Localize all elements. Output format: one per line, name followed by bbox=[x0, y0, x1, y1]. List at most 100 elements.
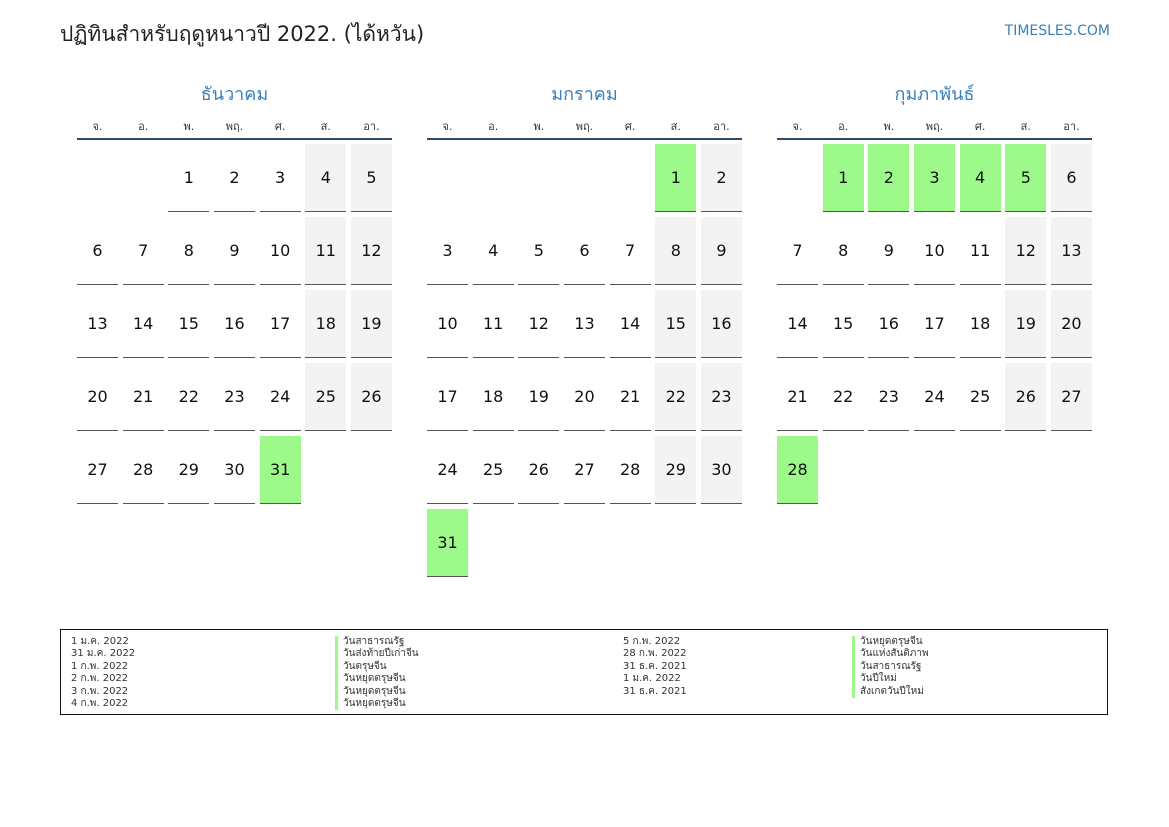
holiday-day-cell: 4 bbox=[959, 144, 1001, 212]
day-cell: 22 bbox=[822, 363, 864, 431]
day-cell: 19 bbox=[518, 363, 560, 431]
empty-day-cell bbox=[427, 144, 468, 212]
day-cell: 23 bbox=[213, 363, 255, 431]
days-grid: 1 2 3 4 5 6 7 8 9 10 11 12 13 14 15 16 17 18 19 20 21 22 23 24 2… bbox=[777, 144, 1092, 504]
day-cell: 3 bbox=[259, 144, 301, 212]
weekday-label: พ. bbox=[533, 120, 545, 133]
day-cell: 22 bbox=[168, 363, 210, 431]
day-cell: 14 bbox=[777, 290, 818, 358]
day-cell: 28 bbox=[609, 436, 651, 504]
legend-holiday-name: วันตรุษจีน bbox=[335, 660, 419, 674]
weekday-label: อา. bbox=[363, 120, 380, 133]
brand-link[interactable]: TIMESLES.COM bbox=[1004, 23, 1110, 39]
weekday-label: ศ. bbox=[974, 120, 986, 133]
day-cell: 20 bbox=[77, 363, 118, 431]
day-cell: 7 bbox=[122, 217, 164, 285]
empty-day-cell bbox=[77, 144, 118, 212]
day-cell: 26 bbox=[518, 436, 560, 504]
day-cell: 15 bbox=[822, 290, 864, 358]
holiday-legend: 1 ม.ค. 2022 31 ม.ค. 2022 1 ก.พ. 2022 2 ก.พ.… bbox=[60, 629, 1108, 715]
legend-holiday-name: วันหยุดตรุษจีน bbox=[335, 697, 419, 711]
legend-holiday-date: 2 ก.พ. 2022 bbox=[71, 673, 129, 685]
legend-holiday-name: วันหยุดตรุษจีน bbox=[852, 636, 929, 649]
legend-holiday-name: สังเกตวันปีใหม่ bbox=[852, 685, 929, 698]
day-cell: 9 bbox=[213, 217, 255, 285]
day-cell: 5 bbox=[350, 144, 392, 212]
weekday-label: พฤ. bbox=[575, 120, 594, 133]
month-december: ธันวาคม จ. อ. พ. พฤ. ศ. ส. อา. 1 2 3 4 5 6 7 8 9 10 11 12… bbox=[77, 82, 392, 504]
day-cell: 18 bbox=[305, 290, 347, 358]
legend-holiday-name: วันสาธารณรัฐ bbox=[852, 660, 929, 674]
legend-holiday-date: 31 ธ.ค. 2021 bbox=[623, 685, 687, 697]
weekday-header: จ. อ. พ. พฤ. ศ. ส. อา. bbox=[427, 116, 742, 140]
day-cell: 19 bbox=[350, 290, 392, 358]
day-cell: 15 bbox=[655, 290, 697, 358]
day-cell: 27 bbox=[563, 436, 605, 504]
legend-dates-col-2: 5 ก.พ. 2022 28 ก.พ. 2022 31 ธ.ค. 2021 1 ม.ค… bbox=[623, 636, 687, 698]
day-cell: 21 bbox=[122, 363, 164, 431]
legend-holiday-date: 1 ม.ค. 2022 bbox=[623, 673, 681, 685]
day-cell: 28 bbox=[122, 436, 164, 504]
day-cell: 27 bbox=[77, 436, 118, 504]
empty-day-cell bbox=[564, 144, 605, 212]
legend-names-col-2: วันหยุดตรุษจีน วันแห่งสันติภาพ วันสาธารณรั… bbox=[852, 636, 929, 698]
day-cell: 25 bbox=[959, 363, 1001, 431]
day-cell: 7 bbox=[777, 217, 818, 285]
legend-holiday-date: 31 ม.ค. 2022 bbox=[71, 648, 136, 660]
legend-names-col-1: วันสาธารณรัฐ วันส่งท้ายปีเก่าจีน วันตรุษจี… bbox=[335, 636, 419, 711]
holiday-day-cell: 1 bbox=[822, 144, 864, 212]
day-cell: 18 bbox=[472, 363, 514, 431]
empty-day-cell bbox=[473, 144, 514, 212]
day-cell: 10 bbox=[259, 217, 301, 285]
day-cell: 2 bbox=[213, 144, 255, 212]
month-title: ธันวาคม bbox=[200, 84, 269, 105]
legend-holiday-date: 1 ก.พ. 2022 bbox=[71, 660, 129, 672]
day-cell: 8 bbox=[655, 217, 697, 285]
day-cell: 20 bbox=[563, 363, 605, 431]
day-cell: 29 bbox=[168, 436, 210, 504]
day-cell: 13 bbox=[77, 290, 118, 358]
weekday-label: พ. bbox=[183, 120, 195, 133]
day-cell: 3 bbox=[427, 217, 468, 285]
weekday-header: จ. อ. พ. พฤ. ศ. ส. อา. bbox=[777, 116, 1092, 140]
days-grid: 1 2 3 4 5 6 7 8 9 10 11 12 13 14 15 16 17 18 19 20 21 22 23 24 2… bbox=[427, 144, 742, 577]
legend-holiday-name: วันหยุดตรุษจีน bbox=[335, 673, 419, 686]
weekday-label: อ. bbox=[138, 120, 149, 133]
legend-holiday-date: 31 ธ.ค. 2021 bbox=[623, 660, 687, 672]
holiday-day-cell: 2 bbox=[868, 144, 910, 212]
holiday-day-cell: 31 bbox=[259, 436, 301, 504]
weekday-label: จ. bbox=[792, 120, 803, 133]
day-cell: 13 bbox=[1050, 217, 1092, 285]
weekday-label: ศ. bbox=[274, 120, 286, 133]
day-cell: 6 bbox=[77, 217, 118, 285]
day-cell: 24 bbox=[913, 363, 955, 431]
day-cell: 27 bbox=[1050, 363, 1092, 431]
day-cell: 17 bbox=[913, 290, 955, 358]
days-grid: 1 2 3 4 5 6 7 8 9 10 11 12 13 14 15 16 17 18 19 20 21 22 23 24 2… bbox=[77, 144, 392, 504]
day-cell: 13 bbox=[563, 290, 605, 358]
weekday-label: อา. bbox=[1063, 120, 1080, 133]
day-cell: 6 bbox=[1050, 144, 1092, 212]
month-title: กุมภาพันธ์ bbox=[894, 84, 975, 105]
legend-holiday-name: วันสาธารณรัฐ bbox=[335, 636, 419, 649]
weekday-label: อา. bbox=[713, 120, 730, 133]
weekday-header: จ. อ. พ. พฤ. ศ. ส. อา. bbox=[77, 116, 392, 140]
holiday-day-cell: 5 bbox=[1005, 144, 1047, 212]
day-cell: 10 bbox=[913, 217, 955, 285]
day-cell: 1 bbox=[168, 144, 210, 212]
day-cell: 4 bbox=[472, 217, 514, 285]
day-cell: 20 bbox=[1050, 290, 1092, 358]
day-cell: 16 bbox=[213, 290, 255, 358]
day-cell: 7 bbox=[609, 217, 651, 285]
day-cell: 30 bbox=[213, 436, 255, 504]
day-cell: 30 bbox=[700, 436, 742, 504]
weekday-label: ส. bbox=[670, 120, 681, 133]
empty-day-cell bbox=[518, 144, 559, 212]
weekday-label: พฤ. bbox=[925, 120, 944, 133]
day-cell: 19 bbox=[1005, 290, 1047, 358]
day-cell: 8 bbox=[822, 217, 864, 285]
day-cell: 22 bbox=[655, 363, 697, 431]
weekday-label: จ. bbox=[442, 120, 453, 133]
legend-holiday-date: 5 ก.พ. 2022 bbox=[623, 636, 681, 647]
page-title: ปฏิทินสำหรับฤดูหนาวปี 2022. (ได้หวัน) bbox=[60, 22, 425, 46]
